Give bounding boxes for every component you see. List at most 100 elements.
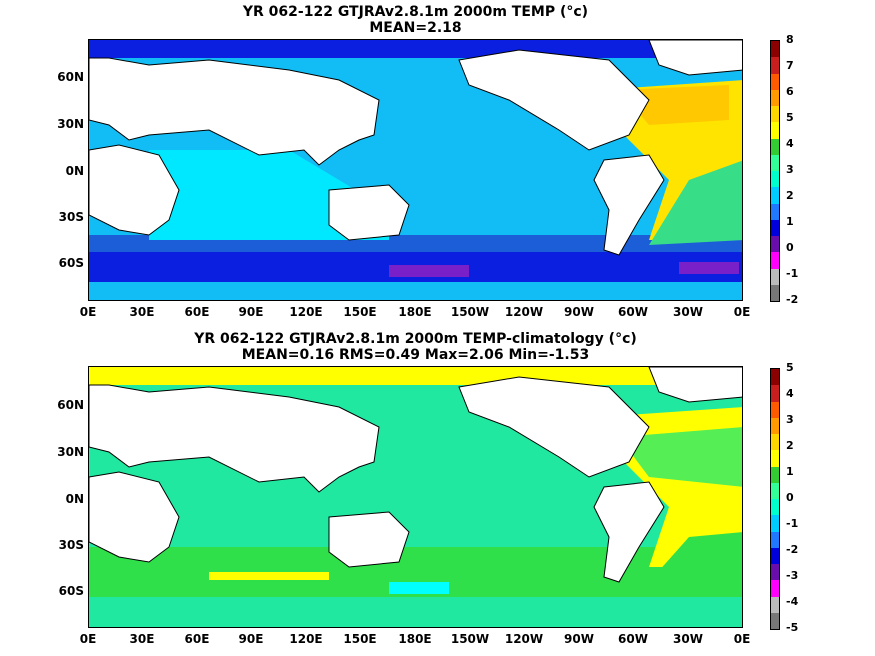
lat-label: 30S [58,210,84,224]
colorbar-segment [771,268,779,285]
colorbar-label: -5 [786,621,799,634]
colorbar-segment [771,499,779,516]
colorbar-segment [771,203,779,220]
colorbar-segment [771,385,779,402]
colorbar-segment [771,401,779,418]
lon-label: 90E [238,305,264,319]
colorbar-label: -2 [786,543,799,556]
colorbar-label: 5 [786,361,794,374]
colorbar-label: 4 [786,387,794,400]
lon-label: 120E [289,305,323,319]
cyan-patch [389,582,449,594]
lon-label: 120W [504,632,544,646]
colorbar-segment [771,219,779,236]
lat-label: 60S [58,584,84,598]
atlantic-south [649,160,742,245]
panel2-title-line2: MEAN=0.16 RMS=0.49 Max=2.06 Min=-1.53 [241,347,590,363]
lon-label: 180E [398,305,432,319]
panel2-title-line1: YR 062-122 GTJRAv2.8.1m 2000m TEMP-clima… [194,331,637,347]
colorbar-label: 6 [786,85,794,98]
lon-label: 120W [504,305,544,319]
colorbar-segment [771,434,779,451]
lat-label: 30S [58,538,84,552]
colorbar-label: 1 [786,215,794,228]
lon-label: 150E [343,305,377,319]
lon-label: 180E [398,632,432,646]
lat-label: 0N [65,492,84,506]
colorbar-segment [771,369,779,386]
colorbar-label: -1 [786,517,799,530]
colorbar-label: 3 [786,413,794,426]
colorbar-segment [771,57,779,74]
colorbar-segment [771,612,779,629]
colorbar-label: -4 [786,595,799,608]
lon-label: 0E [733,305,751,319]
colorbar-segment [771,482,779,499]
colorbar-segment [771,417,779,434]
land [89,40,742,256]
lat-label: 30N [57,117,84,131]
purple-patch-2 [679,262,739,274]
lon-label: 60W [618,632,648,646]
panel2-colorbar [770,368,780,630]
purple-patch [389,265,469,277]
arctic-band [89,367,742,385]
colorbar-segment [771,450,779,467]
colorbar-segment [771,106,779,123]
colorbar-label: 5 [786,111,794,124]
lat-label: 0N [65,164,84,178]
colorbar-label: 0 [786,491,794,504]
lat-label: 60N [57,398,84,412]
lon-label: 60W [618,305,648,319]
colorbar-label: 1 [786,465,794,478]
colorbar-label: -3 [786,569,799,582]
panel1-title-line2: MEAN=2.18 [369,20,462,36]
colorbar-label: 8 [786,33,794,46]
lon-label: 150W [450,632,490,646]
panel2-map [88,366,743,628]
colorbar-segment [771,138,779,155]
colorbar-label: 4 [786,137,794,150]
atlantic-band [619,427,742,487]
colorbar-segment [771,122,779,139]
colorbar-label: 7 [786,59,794,72]
lon-label: 30E [129,305,155,319]
colorbar-segment [771,236,779,253]
colorbar-label: 2 [786,439,794,452]
lat-label: 30N [57,445,84,459]
lon-label: 60E [184,632,210,646]
colorbar-segment [771,564,779,581]
colorbar-segment [771,580,779,597]
colorbar-label: 0 [786,241,794,254]
colorbar-segment [771,284,779,301]
atlantic-warm [619,85,729,125]
colorbar-label: -2 [786,293,799,306]
colorbar-segment [771,252,779,269]
lon-label: 150W [450,305,490,319]
colorbar-label: 2 [786,189,794,202]
panel1-colorbar [770,40,780,302]
lon-label: 30W [673,632,703,646]
lon-label: 0E [79,305,97,319]
lon-label: 90E [238,632,264,646]
colorbar-segment [771,466,779,483]
colorbar-segment [771,154,779,171]
colorbar-segment [771,187,779,204]
colorbar-segment [771,596,779,613]
colorbar-segment [771,89,779,106]
colorbar-label: 3 [786,163,794,176]
lat-label: 60N [57,70,84,84]
panel1-title-line1: YR 062-122 GTJRAv2.8.1m 2000m TEMP (°c) [242,4,589,20]
lon-label: 30W [673,305,703,319]
lon-label: 0E [733,632,751,646]
arctic-band [89,40,742,58]
colorbar-segment [771,515,779,532]
lon-label: 60E [184,305,210,319]
lon-label: 150E [343,632,377,646]
colorbar-segment [771,41,779,58]
yellow-streak [209,572,329,580]
lon-label: 120E [289,632,323,646]
lat-label: 60S [58,256,84,270]
land [89,367,742,583]
atlantic-south [649,532,742,582]
